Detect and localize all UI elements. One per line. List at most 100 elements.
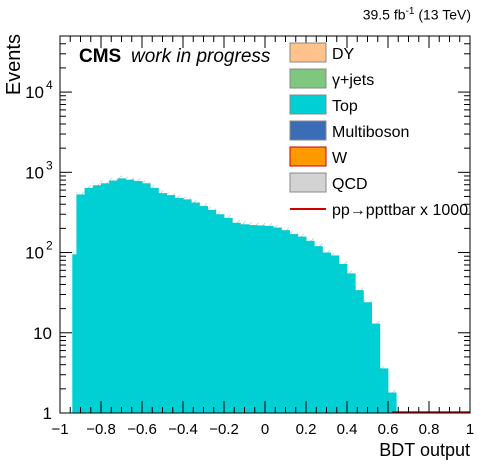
uncertainty-hatch <box>273 224 282 231</box>
uncertainty-hatch <box>314 243 323 249</box>
uncertainty-hatch <box>371 320 380 327</box>
top-bar <box>297 236 307 413</box>
cms-label: CMS <box>79 46 121 67</box>
y-tick-label: 10 <box>33 324 52 343</box>
top-bar <box>92 185 102 413</box>
uncertainty-hatch <box>183 196 192 203</box>
top-bar <box>142 183 151 413</box>
top-bar <box>183 199 192 413</box>
uncertainty-hatch <box>224 215 233 221</box>
uncertainty-hatch <box>330 252 339 259</box>
legend-swatch <box>289 172 327 193</box>
uncertainty-hatch <box>281 227 290 233</box>
top-bar <box>273 227 282 413</box>
legend-swatch <box>289 146 327 167</box>
top-bar <box>265 225 274 413</box>
top-bar <box>207 209 217 413</box>
y-tick-label: 10 <box>25 244 44 263</box>
x-tick-label: −1 <box>51 421 68 438</box>
top-bar <box>379 368 389 413</box>
uncertainty-hatch <box>125 176 134 183</box>
legend-label: pp→ppttbar x 1000 <box>332 202 468 219</box>
uncertainty-hatch <box>101 180 110 186</box>
uncertainty-hatch <box>150 185 159 191</box>
legend-label: W <box>332 150 348 167</box>
top-bar <box>338 263 348 413</box>
legend-label: Multiboson <box>332 124 409 141</box>
lumi-energy: (13 TeV) <box>418 6 471 23</box>
uncertainty-hatch <box>306 238 315 244</box>
y-tick-label: 1 <box>43 404 52 423</box>
uncertainty-hatch <box>84 185 93 191</box>
uncertainty-hatch <box>265 223 274 229</box>
uncertainty-hatch <box>240 221 249 227</box>
uncertainty-hatch <box>338 261 347 267</box>
top-bar <box>174 197 184 413</box>
uncertainty-hatch <box>117 175 126 182</box>
x-tick-label: 0.6 <box>378 421 399 438</box>
top-bar <box>199 206 208 413</box>
uncertainty-hatch <box>347 270 356 277</box>
legend-label: γ+jets <box>332 72 374 89</box>
top-bar <box>322 252 331 413</box>
top-bar <box>347 273 356 413</box>
legend-swatch <box>289 94 327 115</box>
y-tick-exponent: 4 <box>46 78 53 92</box>
top-bar <box>215 214 225 413</box>
uncertainty-hatch <box>322 249 331 256</box>
uncertainty-band <box>72 175 397 396</box>
luminosity-label: 39.5 fb-1 (13 TeV) <box>363 6 471 23</box>
top-bar <box>125 179 135 413</box>
top-bar <box>371 323 381 413</box>
top-bar <box>388 392 397 413</box>
work-in-progress-label: work in progress <box>131 46 271 67</box>
top-bar <box>363 302 372 413</box>
legend-swatch <box>289 68 327 89</box>
top-bar <box>314 246 323 413</box>
uncertainty-hatch <box>256 222 265 229</box>
top-bar <box>150 187 159 413</box>
top-bar <box>117 178 126 413</box>
legend: DY γ+jets Top Multiboson W QCD pp→ppttbar x 10… <box>289 42 468 219</box>
uncertainty-hatch <box>363 299 372 305</box>
stacked-histogram <box>72 178 397 413</box>
top-bar <box>109 180 118 413</box>
uncertainty-hatch <box>174 195 183 201</box>
uncertainty-hatch <box>248 222 257 228</box>
x-tick-label: 0.2 <box>296 421 317 438</box>
legend-label: DY <box>332 46 355 63</box>
top-bar <box>158 193 167 413</box>
top-bar <box>240 224 249 413</box>
uncertainty-hatch <box>109 177 118 184</box>
uncertainty-hatch <box>215 211 224 217</box>
top-bar <box>224 217 233 413</box>
x-tick-label: 0 <box>261 421 269 438</box>
uncertainty-hatch <box>355 287 364 293</box>
top-bar <box>76 194 85 413</box>
y-tick-exponent: 3 <box>46 158 53 172</box>
y-tick-label: 10 <box>25 83 44 102</box>
uncertainty-hatch <box>207 207 216 213</box>
x-tick-label: −0.6 <box>127 421 157 438</box>
top-bar <box>84 187 94 413</box>
legend-swatch <box>289 42 327 63</box>
legend-label: QCD <box>332 176 368 193</box>
top-bar <box>232 222 241 413</box>
x-tick-label: 0.8 <box>419 421 440 438</box>
uncertainty-hatch <box>142 180 151 186</box>
uncertainty-hatch <box>72 251 77 258</box>
x-tick-label: 1 <box>466 421 474 438</box>
y-tick-label: 10 <box>25 163 44 182</box>
uncertainty-hatch <box>388 389 397 396</box>
top-bar <box>191 202 200 413</box>
legend-label: Top <box>332 98 358 115</box>
lumi-value: 39.5 fb <box>362 6 406 23</box>
uncertainty-hatch <box>158 190 167 196</box>
top-bar <box>355 290 364 413</box>
x-tick-label: −0.2 <box>209 421 239 438</box>
top-bar <box>289 234 299 413</box>
top-bar <box>248 225 258 413</box>
top-bar <box>330 255 340 413</box>
x-tick-label: −0.4 <box>168 421 198 438</box>
